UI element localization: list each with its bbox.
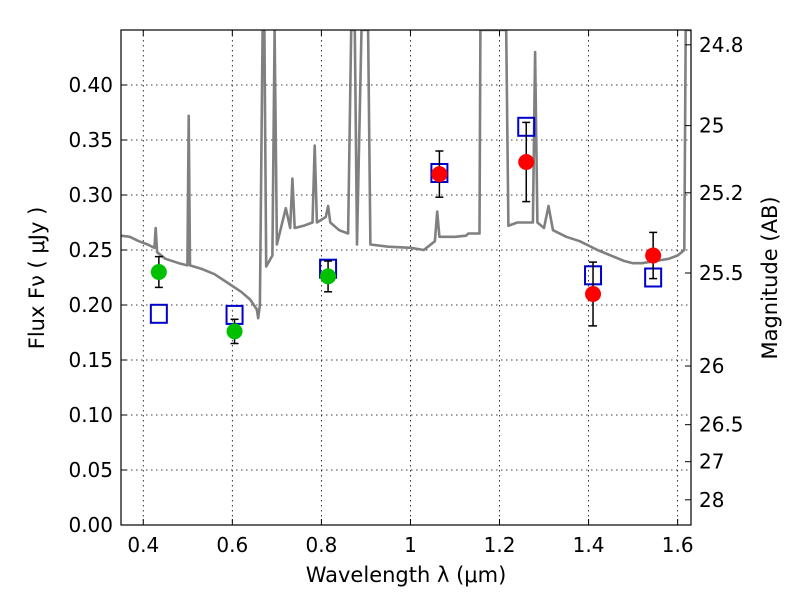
y-tick-label: 0.30 [68,183,113,207]
mag-tick-label: 25 [699,114,724,138]
x-tick-label: 1.6 [662,533,694,557]
y-tick-label: 0.00 [68,513,113,537]
right-axis-label: Magnitude (AB) [758,196,782,359]
mag-tick-label: 26 [699,354,724,378]
mag-tick-label: 25.5 [699,261,744,285]
y-tick-label: 0.05 [68,458,113,482]
observed-point [431,166,448,183]
observed-point [226,323,243,340]
observed-point [518,154,535,170]
tick-labels: 0.4 0.6 0.8 1 1.2 1.4 1.6 0.00 0.05 0.10 0.15 0.20 0… [68,33,743,557]
y-tick-label: 0.35 [68,128,113,152]
plot-frame [120,29,692,526]
spectrum-line [121,30,691,320]
x-tick-label: 0.6 [216,533,248,557]
observed-point [585,286,602,302]
mag-tick-label: 27 [699,450,724,474]
observed-point [645,247,662,264]
axes [120,29,692,526]
x-tick-label: 1.4 [573,533,605,557]
x-tick-label: 1 [404,533,417,557]
x-tick-label: 1.2 [484,533,516,557]
y-tick-label: 0.20 [68,293,113,317]
x-tick-label: 0.8 [305,533,337,557]
x-tick-label: 0.4 [127,533,159,557]
marker-layer [149,116,663,345]
x-axis-label: Wavelength λ (μm) [306,563,507,587]
mag-tick-label: 24.8 [699,33,744,57]
y-tick-label: 0.10 [68,403,113,427]
spectrum-layer [121,30,691,320]
observed-point [320,268,337,285]
y-axis-label: Flux Fν ( μJy ) [25,207,49,350]
mag-tick-label: 25.2 [699,181,744,205]
y-tick-label: 0.40 [68,73,113,97]
grid [121,30,691,526]
y-tick-label: 0.15 [68,348,113,372]
observed-point [150,264,167,280]
mag-tick-label: 26.5 [699,413,744,437]
model-square-marker [149,303,168,324]
y-tick-label: 0.25 [68,238,113,262]
mag-tick-label: 28 [699,488,724,512]
